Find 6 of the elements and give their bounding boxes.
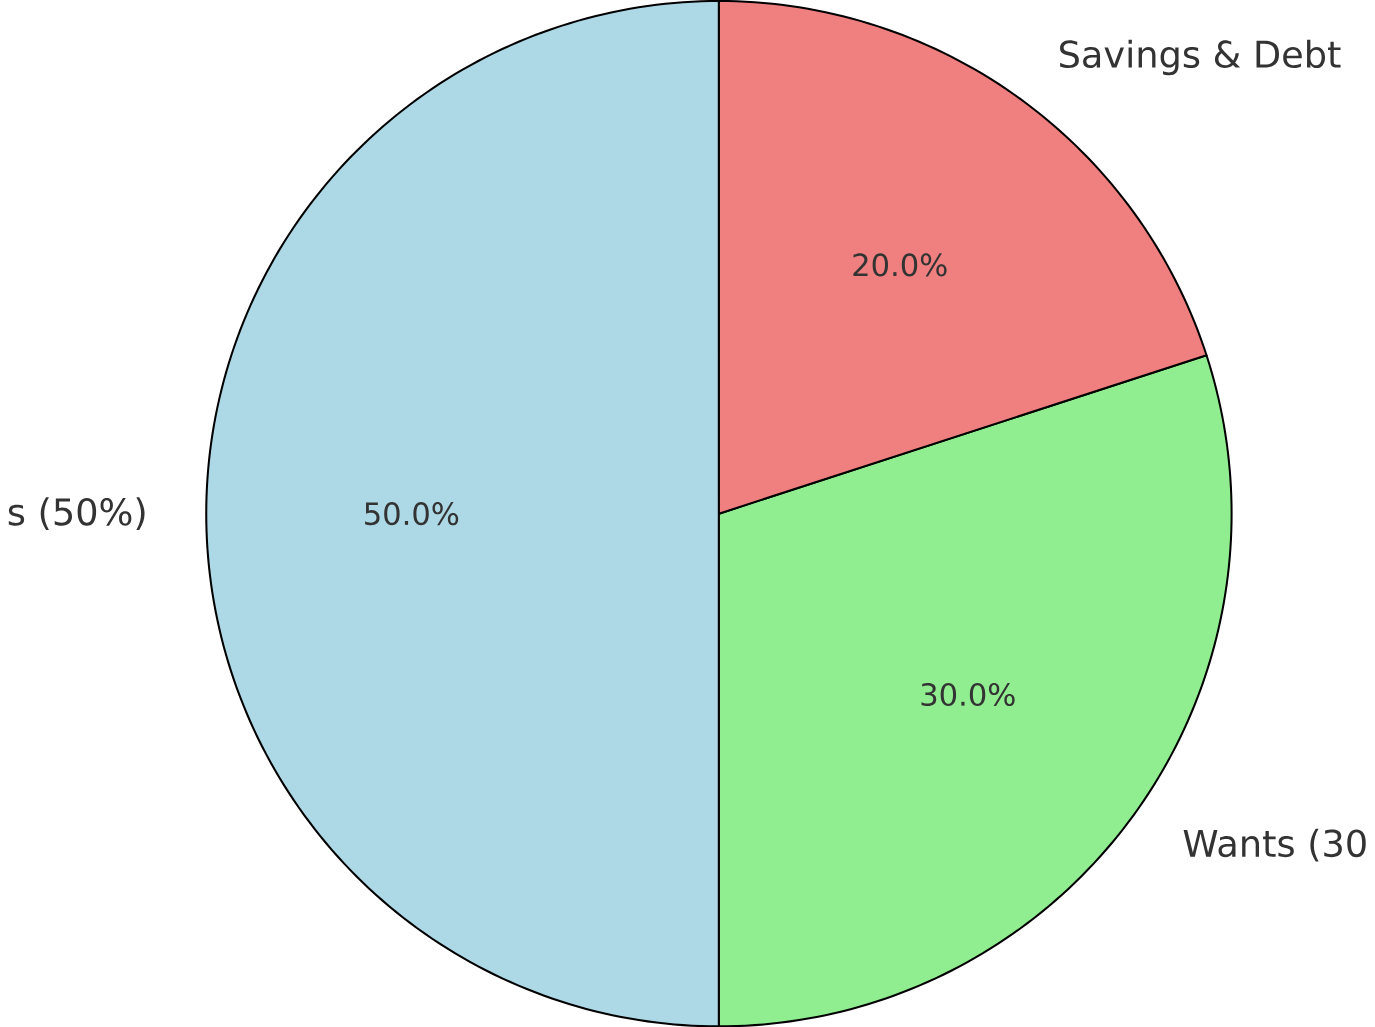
slice-label: s (50%) <box>8 497 145 530</box>
slice-label: Wants (30 <box>1183 828 1366 862</box>
data-label: 20.0% <box>853 253 947 277</box>
data-label: 50.0% <box>365 501 459 526</box>
slice-label: Savings & Debt <box>1060 39 1341 76</box>
data-label: 30.0% <box>921 682 1015 706</box>
